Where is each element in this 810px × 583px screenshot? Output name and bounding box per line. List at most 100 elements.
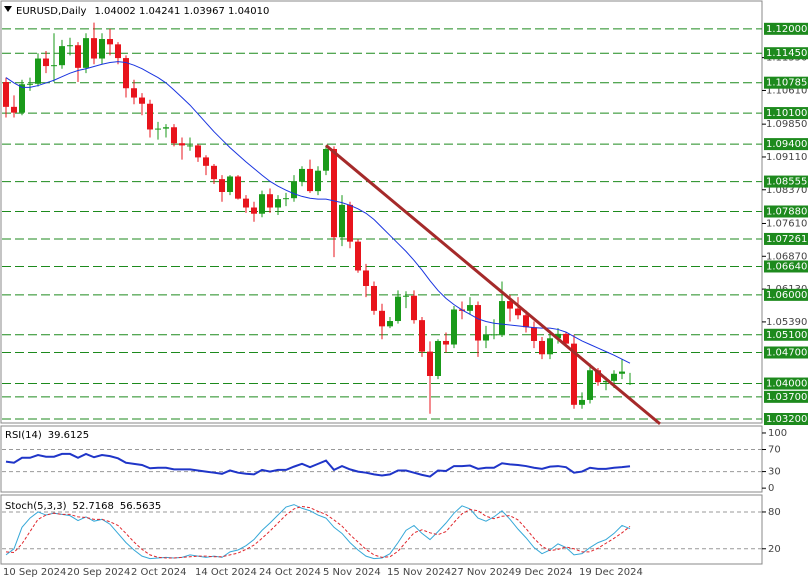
panel-title: Stoch(5,3,3) [5, 501, 67, 512]
level-box [764, 175, 808, 188]
candle-body [163, 127, 169, 129]
y-tick-label: 1.10610 [766, 85, 807, 96]
level-box [764, 76, 808, 89]
candle-body [51, 65, 57, 67]
menu-arrow [4, 6, 12, 12]
candle-body [547, 338, 553, 355]
level-box [764, 260, 808, 273]
candle-body [331, 148, 337, 238]
x-tick-label: 19 Dec 2024 [579, 567, 643, 578]
candle-body [435, 340, 441, 376]
candle-body [59, 46, 65, 66]
y-tick-label: 1.05390 [766, 317, 807, 328]
indicator-line [5, 505, 631, 559]
candle-body [147, 103, 153, 130]
level-box [764, 138, 808, 151]
candle-body [595, 370, 601, 383]
candle-body [171, 127, 177, 144]
candle-body [323, 148, 329, 171]
level-box [764, 47, 808, 60]
trendline [325, 144, 661, 426]
candle-body [139, 97, 145, 104]
level-label: 1.11450 [766, 48, 807, 59]
candle-body [299, 168, 305, 182]
candle-body [91, 38, 97, 59]
candle-body [419, 320, 425, 352]
candle-body [507, 301, 513, 309]
candle-body [43, 58, 49, 67]
candle-body [371, 285, 377, 311]
candle-body [611, 373, 617, 381]
candle-body [515, 308, 521, 316]
candle-body [155, 128, 161, 130]
level-label: 1.06640 [766, 261, 807, 272]
candle-body [35, 58, 41, 84]
candle-body [267, 194, 273, 208]
panel-value: 39.6125 [48, 430, 89, 441]
indicator-line [5, 452, 631, 478]
y-tick-label: 1.09850 [766, 119, 807, 130]
level-label: 1.12000 [766, 24, 807, 35]
candle-body [75, 45, 81, 68]
moving-average [5, 61, 631, 364]
x-tick-label: 9 Dec 2024 [515, 567, 573, 578]
candle-body [555, 333, 561, 339]
level-label: 1.08555 [766, 177, 807, 188]
candle-body [67, 45, 73, 47]
level-box [764, 22, 808, 35]
candle-body [243, 198, 249, 208]
candle-body [587, 370, 593, 400]
level-label: 1.10100 [766, 108, 807, 119]
candle-body [539, 340, 545, 355]
candle-body [499, 301, 505, 335]
candle-body [115, 44, 121, 59]
candle-body [275, 199, 281, 208]
candle-body [99, 39, 105, 59]
level-box [764, 107, 808, 120]
ohlc-values: 1.04002 1.04241 1.03967 1.04010 [94, 6, 269, 17]
x-tick-label: 2 Oct 2024 [131, 567, 186, 578]
level-label: 1.07261 [766, 234, 807, 245]
candle-body [347, 204, 353, 242]
level-label: 1.10785 [766, 78, 807, 89]
indicator-line [5, 504, 631, 560]
level-label: 1.05100 [766, 330, 807, 341]
level-label: 1.03700 [766, 392, 807, 403]
candle-body [411, 295, 417, 321]
candle-body [283, 198, 289, 200]
x-tick-label: 20 Sep 2024 [67, 567, 130, 578]
panel-frame [0, 494, 763, 565]
level-box [764, 390, 808, 403]
candle-body [19, 84, 25, 113]
candle-body [107, 39, 113, 45]
y-tick-label: 30 [768, 467, 781, 478]
candle-body [563, 333, 569, 344]
candle-body [339, 204, 345, 238]
y-tick-label: 20 [768, 544, 781, 555]
candle-body [187, 145, 193, 147]
candle-body [579, 399, 585, 405]
candle-body [443, 340, 449, 345]
candle-body [523, 315, 529, 328]
level-box [764, 288, 808, 301]
candle-body [395, 296, 401, 322]
x-tick-label: 24 Oct 2024 [259, 567, 321, 578]
candle-body [627, 383, 633, 385]
panel-value: 56.5635 [120, 501, 161, 512]
level-label: 1.04000 [766, 379, 807, 390]
candle-body [475, 305, 481, 341]
y-tick-label: 70 [768, 445, 781, 456]
candle-body [379, 310, 385, 327]
candle-body [363, 270, 369, 286]
candle-body [451, 309, 457, 345]
candle-body [219, 179, 225, 192]
candle-body [571, 343, 577, 405]
candle-body [483, 334, 489, 341]
candle-body [427, 351, 433, 376]
y-tick-label: 100 [768, 428, 787, 439]
candle-body [123, 58, 129, 89]
candle-body [531, 327, 537, 341]
candle-body [227, 176, 233, 192]
